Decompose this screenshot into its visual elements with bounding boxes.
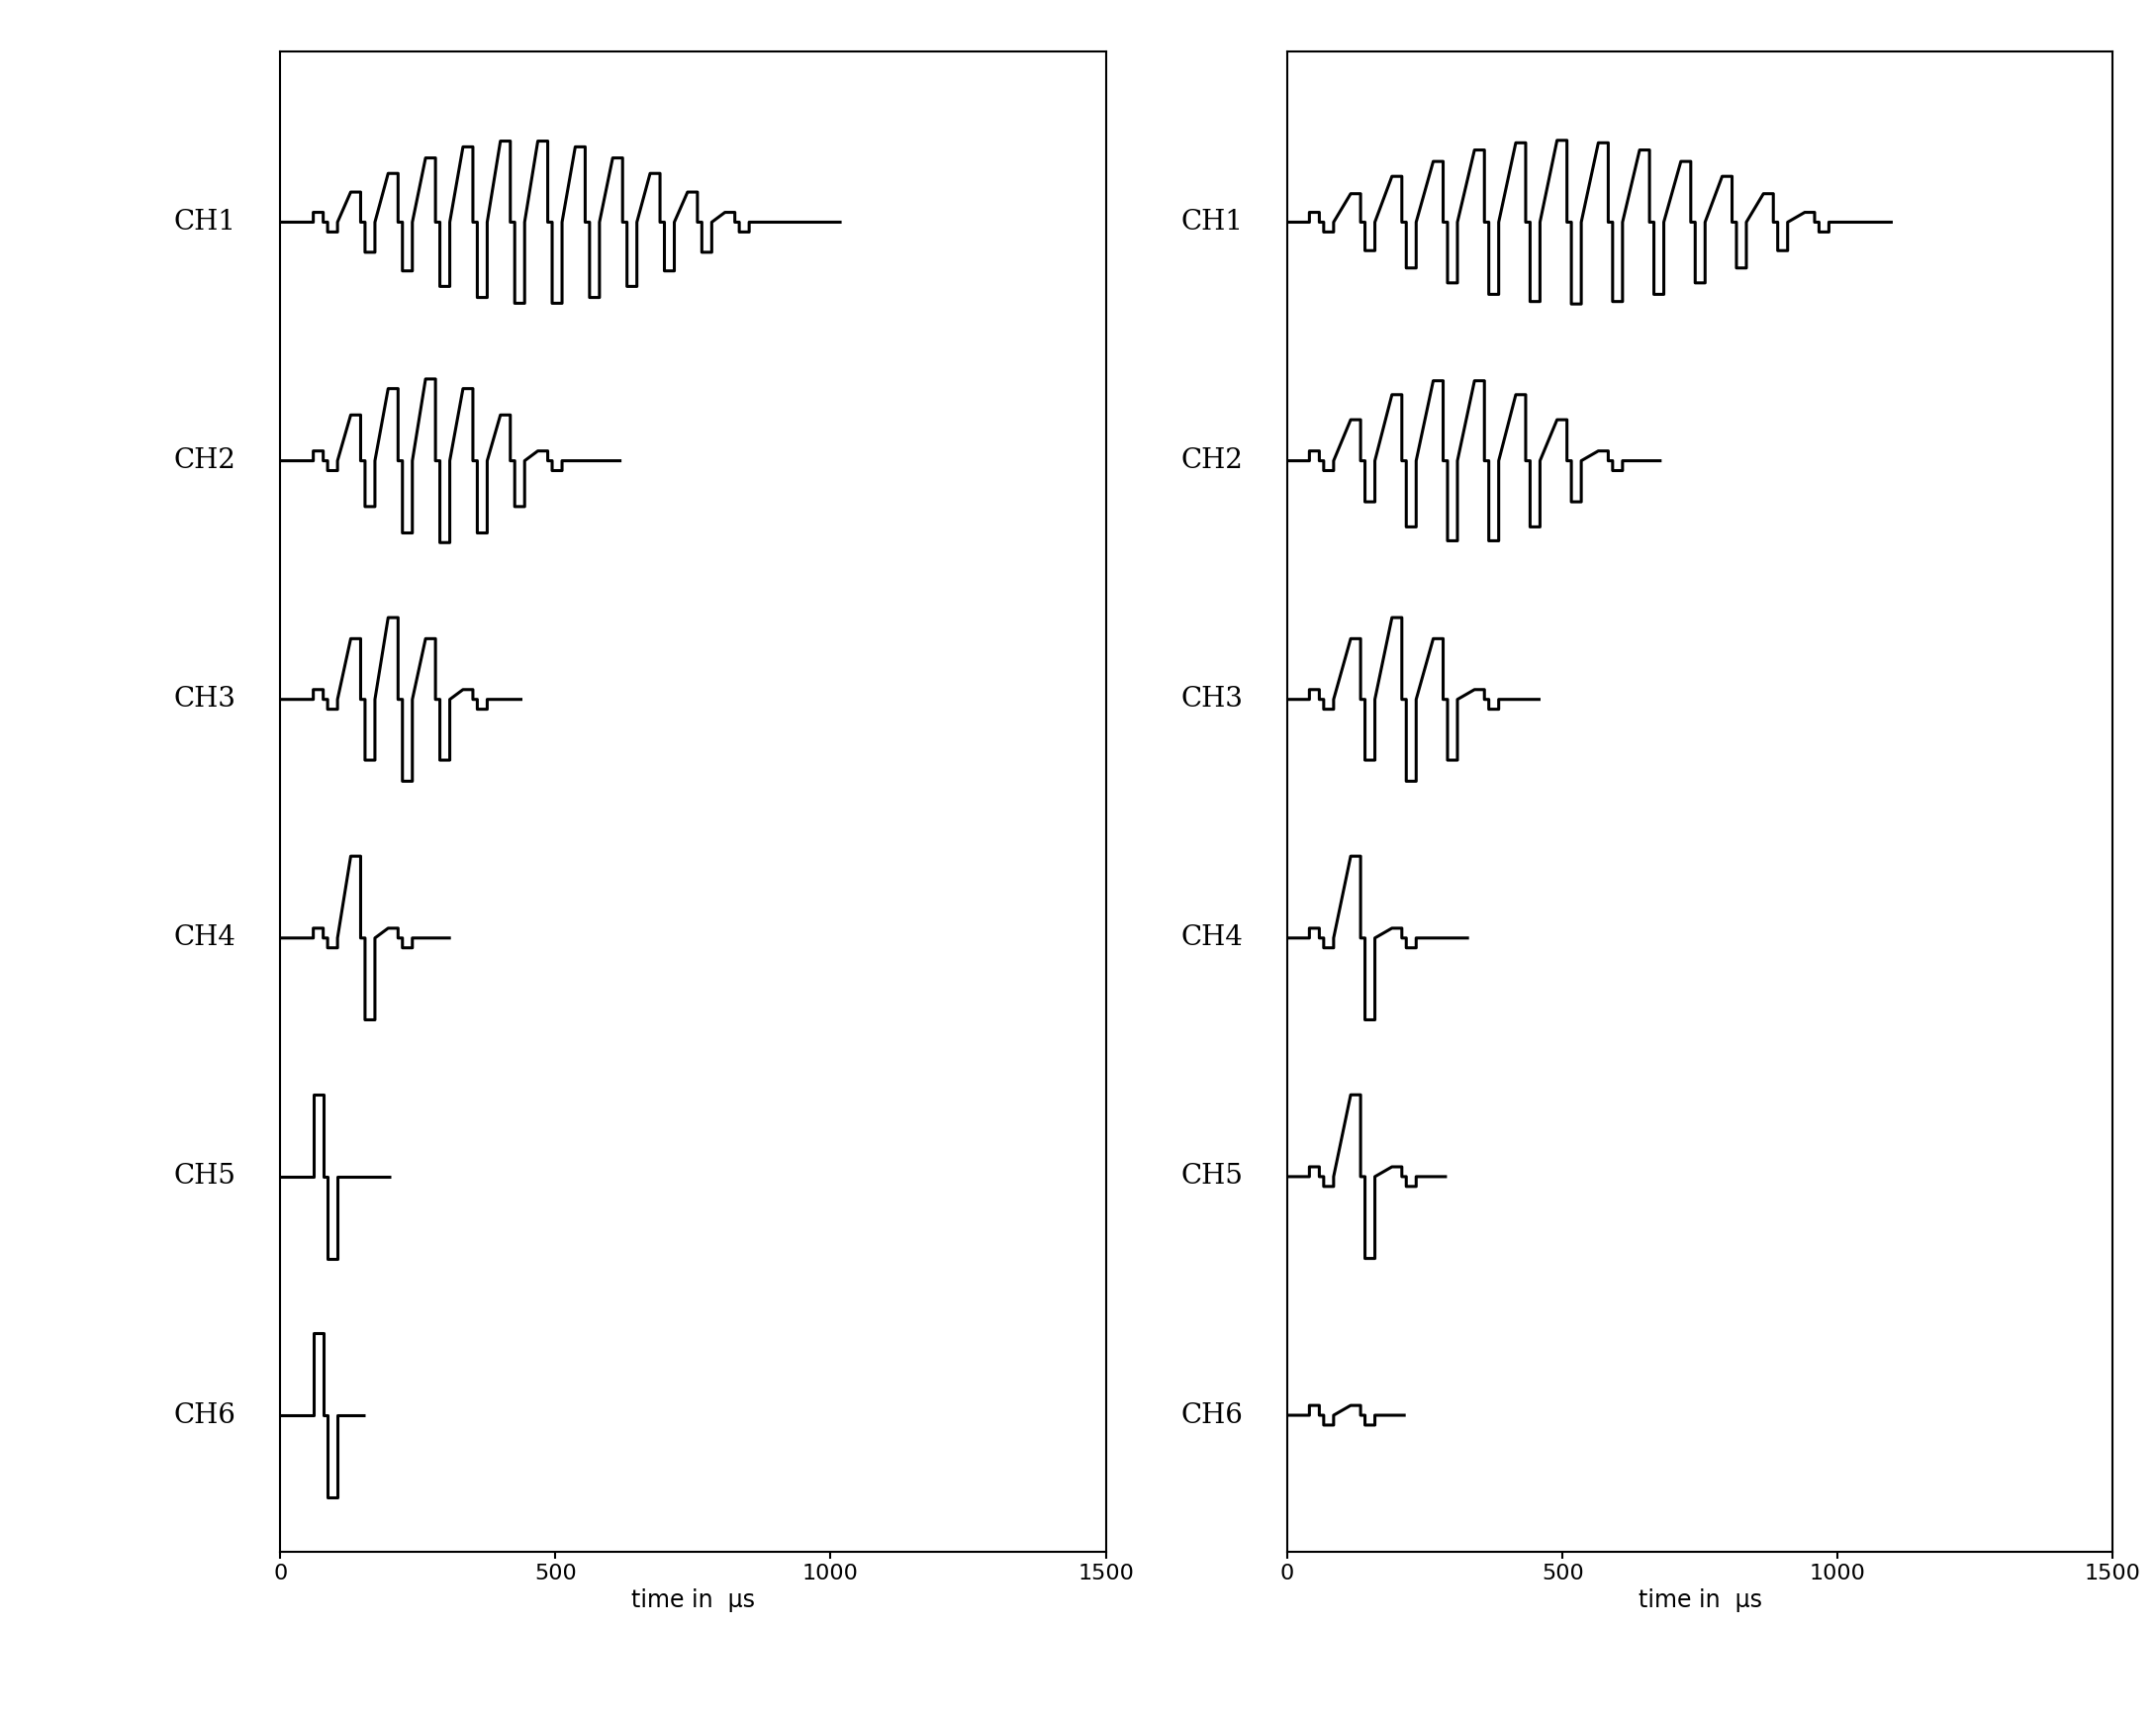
Text: CH2: CH2 xyxy=(1181,448,1244,474)
Text: CH3: CH3 xyxy=(1181,686,1244,712)
Text: CH1: CH1 xyxy=(175,209,237,236)
Text: CH6: CH6 xyxy=(1181,1402,1244,1429)
Text: CH1: CH1 xyxy=(1181,209,1244,236)
X-axis label: time in  μs: time in μs xyxy=(632,1588,755,1612)
Text: CH5: CH5 xyxy=(1181,1164,1244,1190)
Text: CH6: CH6 xyxy=(175,1402,237,1429)
Text: CH3: CH3 xyxy=(175,686,237,712)
X-axis label: time in  μs: time in μs xyxy=(1639,1588,1761,1612)
Text: CH2: CH2 xyxy=(175,448,237,474)
Text: CH5: CH5 xyxy=(175,1164,237,1190)
Text: CH4: CH4 xyxy=(175,924,237,952)
Text: CH4: CH4 xyxy=(1181,924,1244,952)
